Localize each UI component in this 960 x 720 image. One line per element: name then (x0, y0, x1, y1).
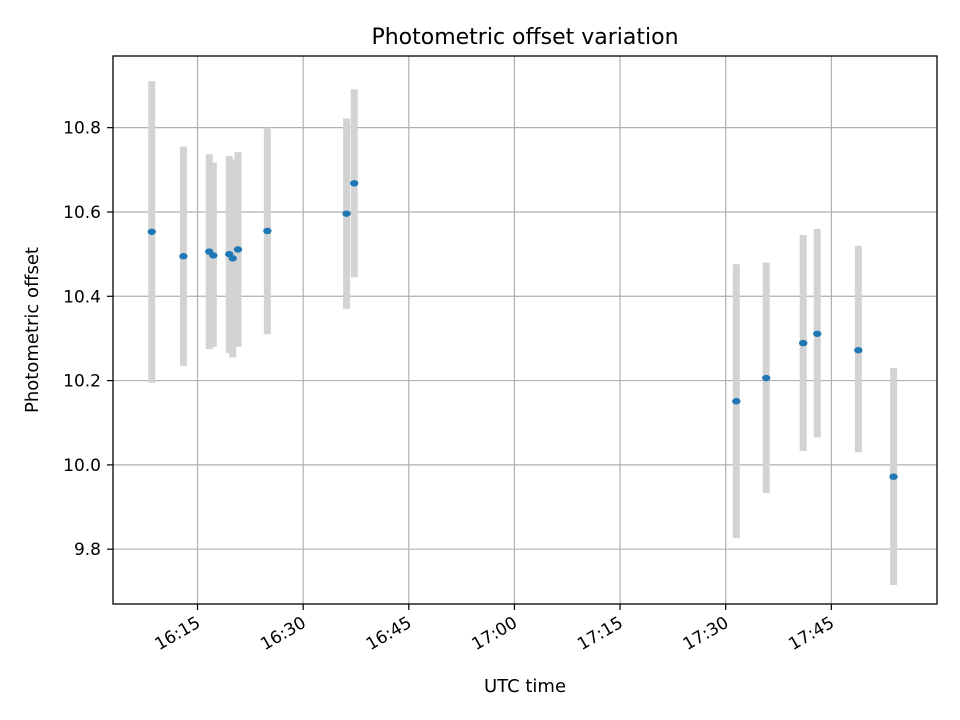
y-tick-label: 10.2 (63, 372, 101, 392)
y-axis-label: Photometric offset (22, 247, 43, 413)
y-tick-label: 9.8 (74, 540, 101, 560)
data-point (798, 339, 808, 347)
data-point (233, 246, 243, 253)
data-point (813, 330, 822, 337)
y-tick-label: 10.8 (63, 119, 101, 139)
data-point (762, 374, 771, 382)
x-axis-label: UTC time (484, 676, 566, 697)
y-tick-label: 10.0 (63, 456, 101, 476)
data-point (350, 180, 359, 187)
chart-title: Photometric offset variation (371, 25, 678, 50)
data-points (147, 180, 898, 480)
data-point (263, 227, 272, 235)
data-point (342, 210, 351, 217)
data-point (889, 473, 898, 480)
data-point (732, 398, 741, 405)
data-point (854, 347, 863, 354)
data-point (228, 255, 237, 262)
data-point (147, 228, 156, 235)
y-tick-label: 10.4 (63, 287, 101, 307)
data-point (209, 252, 218, 259)
data-point (179, 253, 188, 260)
y-tick-label: 10.6 (63, 203, 101, 223)
plot-frame (112, 55, 938, 605)
grid (113, 56, 937, 604)
